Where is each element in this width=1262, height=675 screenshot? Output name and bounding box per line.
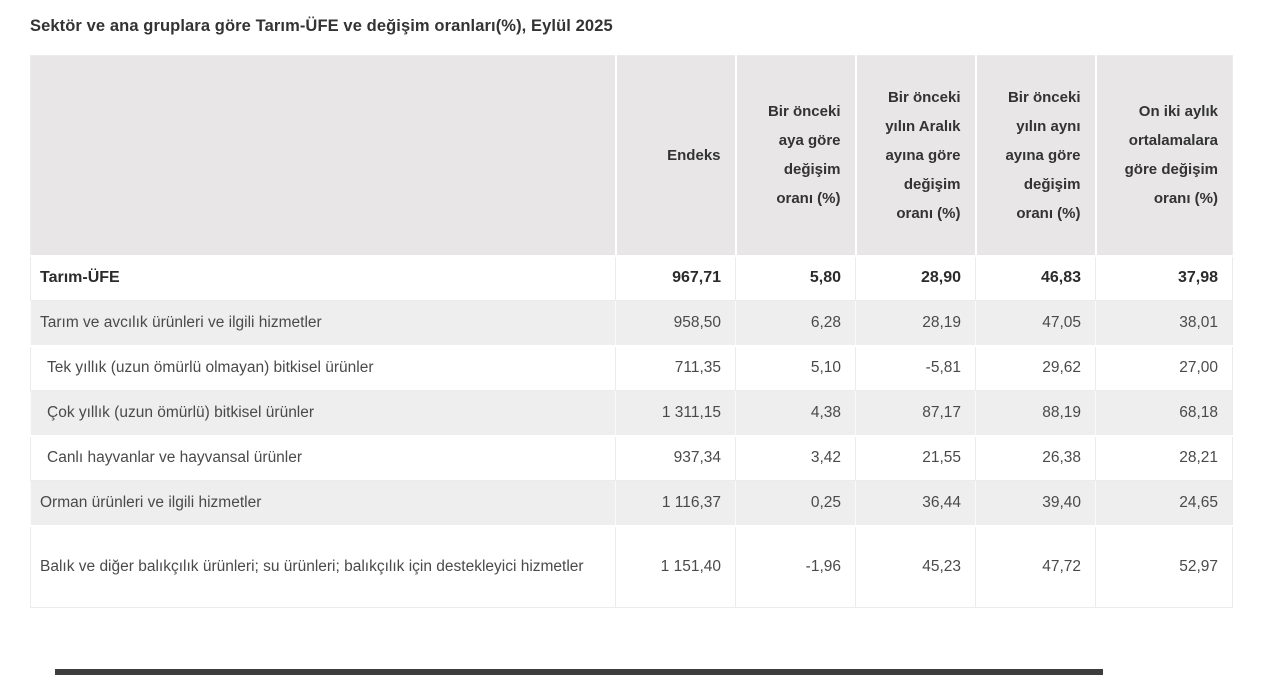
row-value: 47,72 — [975, 525, 1096, 608]
row-value: 5,80 — [735, 255, 856, 301]
row-value: 68,18 — [1095, 390, 1233, 437]
row-value: 967,71 — [615, 255, 736, 301]
header-annual-change: Bir önceki yılın aynı ayına göre değişim… — [974, 55, 1096, 257]
table-header: Endeks Bir önceki aya göre değişim oranı… — [30, 55, 1233, 257]
row-value: 47,05 — [975, 300, 1096, 347]
row-label: Tarım-ÜFE — [30, 255, 616, 301]
agri-ppi-table: Endeks Bir önceki aya göre değişim oranı… — [30, 55, 1233, 608]
row-value: 52,97 — [1095, 525, 1233, 608]
table-header-row: Endeks Bir önceki aya göre değişim oranı… — [30, 55, 1233, 257]
header-endeks: Endeks — [614, 55, 736, 257]
row-value: 38,01 — [1095, 300, 1233, 347]
header-twelve-month-avg-change: On iki aylık ortalamalara göre değişim o… — [1094, 55, 1233, 257]
row-value: 958,50 — [615, 300, 736, 347]
table-row: Balık ve diğer balıkçılık ürünleri; su ü… — [30, 525, 1233, 608]
table-row: Canlı hayvanlar ve hayvansal ürünler 937,… — [30, 435, 1233, 481]
row-value: 29,62 — [975, 345, 1096, 391]
row-value: 1 311,15 — [615, 390, 736, 437]
row-value: 46,83 — [975, 255, 1096, 301]
row-value: 45,23 — [855, 525, 976, 608]
row-value: 27,00 — [1095, 345, 1233, 391]
table-row: Tek yıllık (uzun ömürlü olmayan) bitkise… — [30, 345, 1233, 391]
row-label: Tek yıllık (uzun ömürlü olmayan) bitkise… — [30, 345, 616, 391]
row-value: 24,65 — [1095, 480, 1233, 527]
row-value: 5,10 — [735, 345, 856, 391]
row-value: 1 151,40 — [615, 525, 736, 608]
row-value: 26,38 — [975, 435, 1096, 481]
table-body: Tarım-ÜFE 967,71 5,80 28,90 46,83 37,98 Tarım … — [30, 255, 1233, 608]
row-value: 88,19 — [975, 390, 1096, 437]
row-value: 711,35 — [615, 345, 736, 391]
table-row: Çok yıllık (uzun ömürlü) bitkisel ürünle… — [30, 390, 1233, 437]
row-value: 937,34 — [615, 435, 736, 481]
table-row: Tarım ve avcılık ürünleri ve ilgili hizm… — [30, 300, 1233, 347]
row-value: 1 116,37 — [615, 480, 736, 527]
row-label: Canlı hayvanlar ve hayvansal ürünler — [30, 435, 616, 481]
bottom-bar — [55, 669, 1103, 675]
row-value: -1,96 — [735, 525, 856, 608]
row-value: 6,28 — [735, 300, 856, 347]
header-sector — [30, 55, 616, 257]
row-value: -5,81 — [855, 345, 976, 391]
row-value: 37,98 — [1095, 255, 1233, 301]
table-row: Tarım-ÜFE 967,71 5,80 28,90 46,83 37,98 — [30, 255, 1233, 301]
row-value: 28,19 — [855, 300, 976, 347]
header-since-december-change: Bir önceki yılın Aralık ayına göre değiş… — [854, 55, 976, 257]
row-value: 3,42 — [735, 435, 856, 481]
row-label: Orman ürünleri ve ilgili hizmetler — [30, 480, 616, 527]
page-title: Sektör ve ana gruplara göre Tarım-ÜFE ve… — [30, 17, 613, 35]
row-value: 21,55 — [855, 435, 976, 481]
row-value: 4,38 — [735, 390, 856, 437]
row-value: 0,25 — [735, 480, 856, 527]
row-value: 87,17 — [855, 390, 976, 437]
row-label: Çok yıllık (uzun ömürlü) bitkisel ürünle… — [30, 390, 616, 437]
row-label: Tarım ve avcılık ürünleri ve ilgili hizm… — [30, 300, 616, 347]
row-label: Balık ve diğer balıkçılık ürünleri; su ü… — [30, 525, 616, 608]
row-value: 28,21 — [1095, 435, 1233, 481]
row-value: 28,90 — [855, 255, 976, 301]
row-value: 36,44 — [855, 480, 976, 527]
header-monthly-change: Bir önceki aya göre değişim oranı (%) — [734, 55, 856, 257]
row-value: 39,40 — [975, 480, 1096, 527]
table-row: Orman ürünleri ve ilgili hizmetler 1 116,… — [30, 480, 1233, 527]
